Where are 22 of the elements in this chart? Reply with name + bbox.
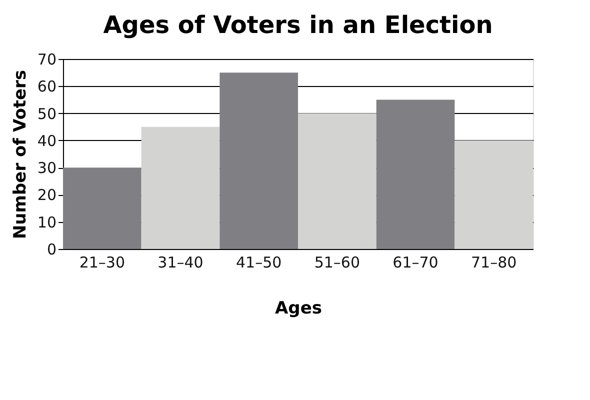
bar — [220, 72, 298, 249]
x-tick-label: 61–70 — [392, 254, 438, 272]
y-axis-title: Number of Voters — [10, 70, 30, 240]
y-tick-label: 20 — [37, 186, 56, 204]
x-tick-label: 21–30 — [79, 254, 126, 272]
y-tick-label: 60 — [37, 78, 56, 96]
bar — [63, 168, 142, 249]
y-tick-label: 30 — [37, 159, 56, 178]
x-tick-label: 31–40 — [158, 254, 204, 272]
y-tick-label: 50 — [37, 104, 56, 123]
x-axis-title: Ages — [275, 298, 322, 318]
bar — [298, 113, 376, 249]
chart-title: Ages of Voters in an Election — [103, 11, 493, 39]
bar — [141, 126, 220, 249]
y-tick-label: 0 — [46, 240, 56, 258]
y-tick-label: 40 — [37, 132, 56, 150]
bar — [376, 100, 455, 249]
x-tick-label: 71–80 — [470, 254, 517, 272]
y-tick-label: 70 — [37, 50, 56, 68]
y-tick-label: 10 — [37, 213, 56, 232]
x-tick-label: 41–50 — [236, 254, 282, 272]
x-tick-label: 51–60 — [314, 254, 360, 272]
